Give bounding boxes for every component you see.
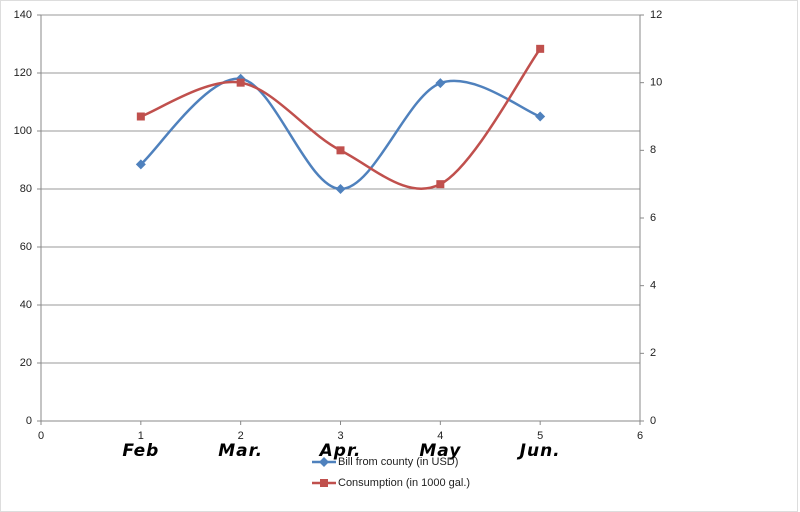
y2-tick-label: 4: [650, 280, 656, 292]
legend-marker: [319, 457, 329, 467]
legend-label: Bill from county (in USD): [338, 456, 458, 468]
handwritten-label: Mar.: [218, 441, 263, 461]
series: [135, 73, 546, 194]
y2-tick-label: 10: [650, 77, 662, 89]
y2-tick-label: 12: [650, 9, 662, 21]
y2-tick-label: 2: [650, 347, 656, 359]
y-tick-label: 100: [14, 125, 32, 137]
legend-marker: [320, 479, 328, 487]
series: [136, 44, 545, 190]
y2-tick-label: 6: [650, 212, 656, 224]
x-tick-label: 6: [637, 430, 643, 442]
y-tick-label: 120: [14, 67, 32, 79]
marker: [536, 44, 545, 53]
marker: [335, 184, 346, 194]
x-tick-label: 3: [337, 430, 343, 442]
legend-marker-shape: [319, 457, 329, 467]
y2-tick-label: 0: [650, 415, 656, 427]
marker: [135, 159, 146, 170]
marker: [136, 112, 145, 121]
series-line: [140, 77, 541, 191]
y-tick-label: 140: [14, 9, 32, 21]
x-tick-label: 5: [537, 430, 543, 442]
marker: [336, 146, 345, 155]
marker: [236, 78, 245, 87]
legend-marker-shape: [320, 479, 328, 487]
x-tick-label: 1: [138, 430, 144, 442]
series-line: [140, 48, 542, 190]
y-tick-label: 20: [20, 357, 32, 369]
handwritten-label: Jun.: [517, 441, 561, 461]
y-tick-label: 80: [20, 183, 32, 195]
y-tick-label: 40: [20, 299, 32, 311]
y-tick-label: 60: [20, 241, 32, 253]
marker: [436, 180, 445, 189]
handwritten-label: Apr.: [318, 441, 362, 461]
y2-tick-label: 8: [650, 144, 656, 156]
x-tick-label: 2: [238, 430, 244, 442]
x-tick-label: 4: [437, 430, 443, 442]
handwritten-label: Feb: [122, 441, 159, 461]
legend-label: Consumption (in 1000 gal.): [338, 477, 470, 489]
x-tick-label: 0: [38, 430, 44, 442]
marker: [435, 78, 446, 89]
y-tick-label: 0: [26, 415, 32, 427]
marker: [535, 111, 546, 122]
handwritten-label: May: [419, 441, 461, 461]
